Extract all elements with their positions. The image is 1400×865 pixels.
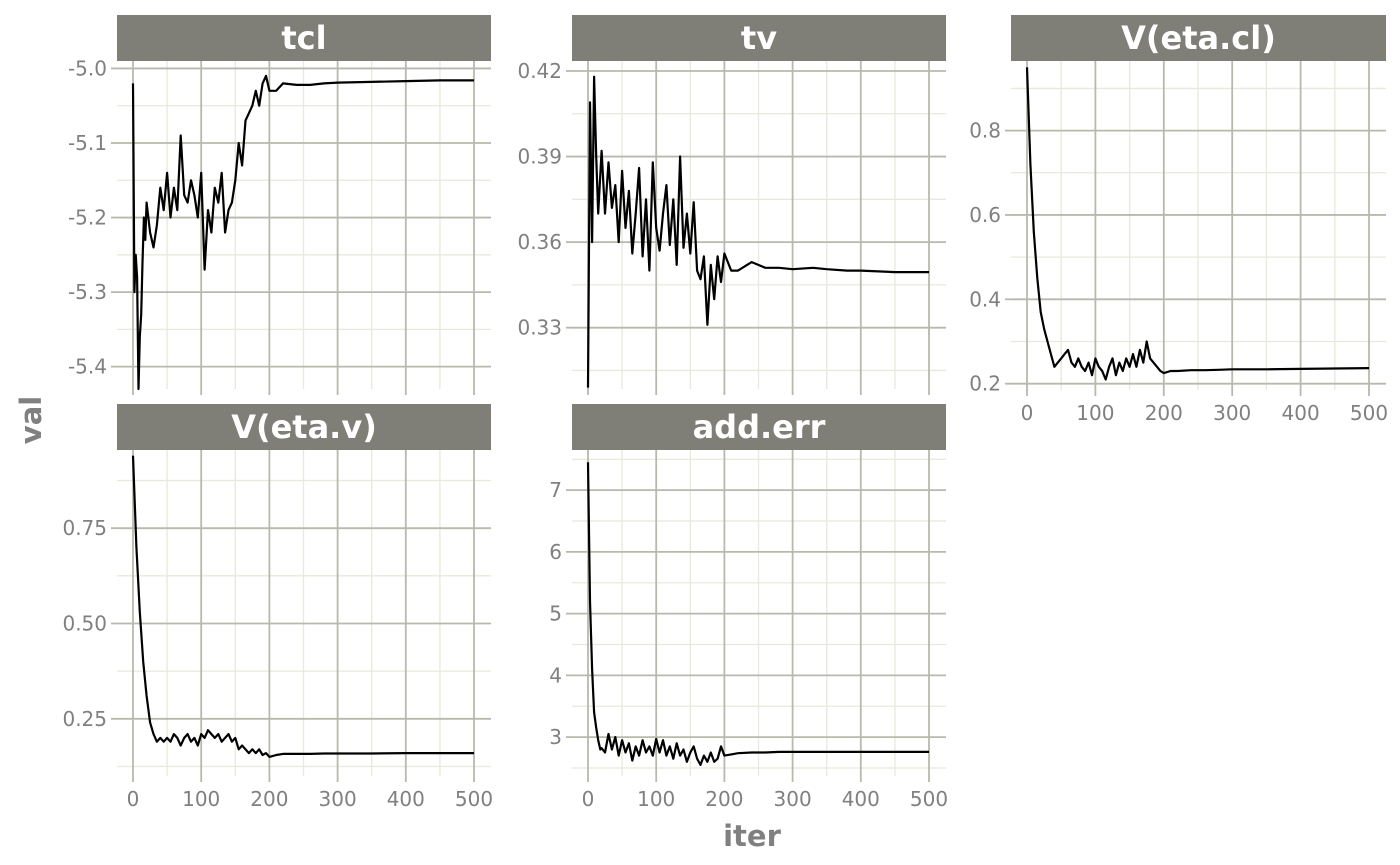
y-tick-label: 0.39 (517, 145, 562, 169)
series-line-tcl (131, 74, 474, 391)
panel-add.err: 3 4 5 6 7 0 100 200 300 400 500 add.err (549, 404, 948, 811)
facet-strip-label: tv (741, 19, 777, 57)
y-tick-label: -5.2 (68, 206, 107, 230)
series-line-add.err (586, 462, 929, 767)
panel-V(eta.v): 0.25 0.50 0.75 0 100 200 300 400 500 V(eta.v) (62, 404, 493, 811)
y-tick-label: 5 (549, 602, 562, 626)
x-tick-label: 300 (319, 787, 357, 811)
facet-strip (1011, 15, 1386, 61)
x-tick-label: 400 (842, 787, 880, 811)
facet-strip-label: add.err (693, 408, 826, 446)
facet-strip-label: V(eta.cl) (1121, 19, 1276, 57)
panel-V(eta.cl): 0.2 0.4 0.6 0.8 0 100 200 300 400 500 V(eta.cl) (969, 15, 1388, 425)
y-tick-label: 0.8 (969, 119, 1001, 143)
x-tick-label: 0 (582, 787, 595, 811)
x-tick-label: 300 (774, 787, 812, 811)
y-axis-title: val (14, 396, 48, 444)
x-tick-label: 100 (1076, 401, 1114, 425)
y-tick-label: 3 (549, 725, 562, 749)
panel-tcl: -5.4 -5.3 -5.2 -5.1 -5.0 tcl (68, 15, 491, 395)
facet-strip (572, 15, 946, 61)
y-tick-label: -5.4 (68, 355, 107, 379)
series-line-V(eta.v) (131, 455, 474, 759)
x-tick-label: 200 (250, 787, 288, 811)
y-tick-label: 0.25 (62, 707, 107, 731)
panels-layer: -5.4 -5.3 -5.2 -5.1 -5.0 tcl 0.33 0.36 0.39 0.42 t… (62, 15, 1388, 811)
x-tick-label: 200 (705, 787, 743, 811)
x-tick-label: 300 (1213, 401, 1251, 425)
series-line-tv (586, 75, 929, 388)
facet-strip (117, 404, 491, 450)
y-tick-label: -5.1 (68, 131, 107, 155)
series-line-V(eta.cl) (1025, 67, 1370, 381)
y-tick-label: -5.0 (68, 56, 107, 80)
x-tick-label: 0 (1021, 401, 1034, 425)
y-tick-label: 4 (549, 663, 562, 687)
facet-strip-label: tcl (281, 19, 326, 57)
y-tick-label: 0.6 (969, 203, 1001, 227)
x-tick-label: 100 (182, 787, 220, 811)
x-tick-label: 500 (1350, 401, 1388, 425)
y-tick-label: 0.33 (517, 316, 562, 340)
x-tick-label: 200 (1145, 401, 1183, 425)
x-tick-label: 500 (455, 787, 493, 811)
y-tick-label: 0.75 (62, 516, 107, 540)
facet-strip-label: V(eta.v) (231, 408, 377, 446)
y-tick-label: 0.42 (517, 59, 562, 83)
y-tick-label: 6 (549, 540, 562, 564)
y-tick-label: 7 (549, 478, 562, 502)
x-axis-title: iter (723, 819, 781, 853)
facet-strip (572, 404, 946, 450)
x-tick-label: 0 (127, 787, 140, 811)
facet-strip (117, 15, 491, 61)
panel-tv: 0.33 0.36 0.39 0.42 tv (517, 15, 946, 395)
y-tick-label: 0.2 (969, 372, 1001, 396)
x-tick-label: 500 (910, 787, 948, 811)
x-tick-label: 400 (387, 787, 425, 811)
y-tick-label: 0.36 (517, 230, 562, 254)
y-tick-label: -5.3 (68, 280, 107, 304)
x-tick-label: 400 (1282, 401, 1320, 425)
x-tick-label: 100 (637, 787, 675, 811)
y-tick-label: 0.4 (969, 287, 1001, 311)
y-tick-label: 0.50 (62, 611, 107, 635)
